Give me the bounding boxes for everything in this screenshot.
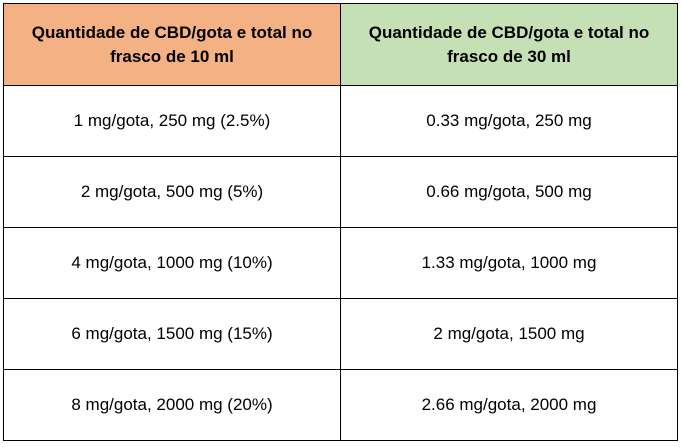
table-cell: 2 mg/gota, 500 mg (5%) (3, 156, 341, 228)
header-cell: Quantidade de CBD/gota e total no frasco… (3, 3, 341, 86)
table-cell: 2 mg/gota, 1500 mg (340, 298, 678, 370)
table-cell: 2.66 mg/gota, 2000 mg (340, 369, 678, 441)
table-cell: 0.66 mg/gota, 500 mg (340, 156, 678, 228)
table: Quantidade de CBD/gota e total no frasco… (3, 3, 678, 441)
table-row: 6 mg/gota, 1500 mg (15%) 2 mg/gota, 1500 … (3, 298, 678, 370)
table-cell: 8 mg/gota, 2000 mg (20%) (3, 369, 341, 441)
table-row: 2 mg/gota, 500 mg (5%) 0.66 mg/gota, 500 … (3, 156, 678, 228)
table-cell: 0.33 mg/gota, 250 mg (340, 85, 678, 157)
table-cell: 6 mg/gota, 1500 mg (15%) (3, 298, 341, 370)
table-row: 8 mg/gota, 2000 mg (20%) 2.66 mg/gota, 20… (3, 369, 678, 441)
table-body: 1 mg/gota, 250 mg (2.5%) 0.33 mg/gota, 25… (3, 85, 678, 441)
table-cell: 1.33 mg/gota, 1000 mg (340, 227, 678, 299)
header-row: Quantidade de CBD/gota e total no frasco… (3, 3, 678, 86)
table-row: 1 mg/gota, 250 mg (2.5%) 0.33 mg/gota, 25… (3, 85, 678, 157)
header-cell: Quantidade de CBD/gota e total no frasco… (340, 3, 678, 86)
table-cell: 4 mg/gota, 1000 mg (10%) (3, 227, 341, 299)
table-row: 4 mg/gota, 1000 mg (10%) 1.33 mg/gota, 10… (3, 227, 678, 299)
table-cell: 1 mg/gota, 250 mg (2.5%) (3, 85, 341, 157)
